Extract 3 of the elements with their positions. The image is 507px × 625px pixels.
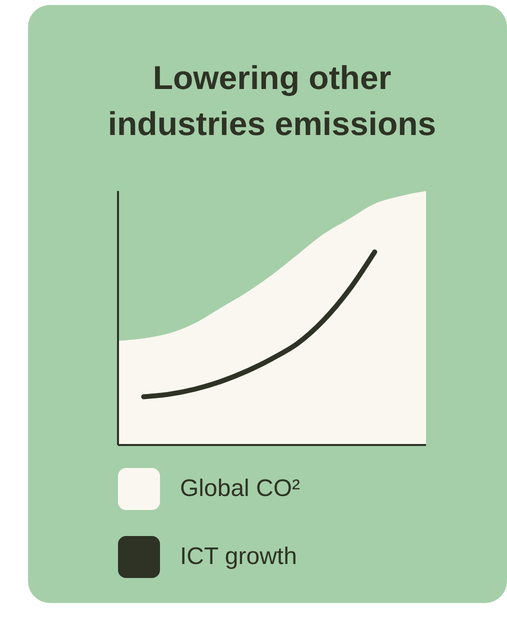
chart-title: Lowering other industries emissions [106, 58, 438, 144]
legend-label: ICT growth [180, 543, 297, 571]
legend-label: Global CO² [180, 475, 300, 503]
